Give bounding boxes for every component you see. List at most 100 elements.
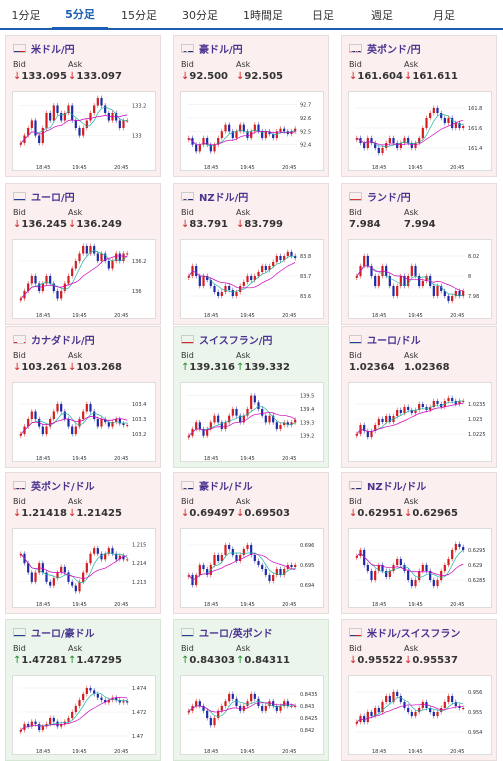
currency-pair-link[interactable]: ユーロ/英ポンド — [199, 625, 273, 640]
ask-value: ↓0.69503 — [236, 508, 290, 519]
x-tick-label: 20:45 — [282, 313, 296, 319]
candle-body — [356, 722, 358, 724]
candle-body — [425, 118, 427, 128]
x-tick-label: 19:45 — [72, 165, 86, 171]
y-tick-label: 8 — [468, 274, 471, 280]
candle-body — [235, 292, 237, 296]
tab-1[interactable]: 5分足 — [52, 0, 108, 30]
currency-pair-link[interactable]: 豪ドル/円 — [199, 41, 243, 56]
ask-value: ↑139.332 — [236, 362, 290, 373]
candle-body — [396, 410, 398, 416]
candle-body — [195, 145, 197, 152]
short-moving-average-line — [21, 693, 127, 730]
candle-body — [31, 276, 33, 284]
candle-body — [367, 712, 369, 722]
currency-pair-link[interactable]: NZドル/ドル — [367, 478, 426, 493]
currency-pair-link[interactable]: 英ポンド/ドル — [31, 478, 95, 493]
candle-body — [287, 252, 289, 256]
tab-4[interactable]: 1時間足 — [230, 0, 296, 30]
short-moving-average-line — [357, 266, 463, 296]
za-flag-icon — [349, 192, 362, 201]
candle-body — [363, 143, 365, 148]
candle-body — [451, 550, 453, 559]
ask-value: ↓133.097 — [68, 71, 122, 82]
currency-pair-link[interactable]: ランド/円 — [367, 189, 411, 204]
x-tick-label: 20:45 — [114, 602, 128, 608]
candle-body — [378, 276, 380, 286]
bid-label: Bid — [13, 208, 26, 217]
candle-body — [195, 266, 197, 276]
tab-6[interactable]: 週足 — [350, 0, 414, 30]
currency-pair-link[interactable]: 米ドル/円 — [31, 41, 75, 56]
tab-0[interactable]: 1分足 — [0, 0, 52, 30]
currency-pair-link[interactable]: スイスフラン/円 — [199, 332, 272, 347]
currency-pair-link[interactable]: 英ポンド/円 — [367, 41, 421, 56]
tab-5[interactable]: 日足 — [296, 0, 350, 30]
currency-pair-link[interactable]: ユーロ/円 — [31, 189, 75, 204]
currency-pair-link[interactable]: 米ドル/スイスフラン — [367, 625, 460, 640]
candle-body — [414, 266, 416, 276]
candle-body — [60, 113, 62, 121]
candle-body — [455, 123, 457, 128]
eu-flag-icon — [13, 628, 26, 637]
candle-body — [42, 563, 44, 572]
candle-body — [279, 569, 281, 575]
currency-pair-link[interactable]: NZドル/円 — [199, 189, 248, 204]
candle-body — [42, 284, 44, 292]
candle-body — [246, 545, 248, 549]
candle-body — [433, 108, 435, 113]
candle-body — [385, 696, 387, 702]
tab-7[interactable]: 月足 — [414, 0, 474, 30]
candle-body — [56, 573, 58, 579]
y-tick-label: 139.5 — [300, 394, 314, 400]
card-header: ユーロ/ドル — [349, 332, 421, 346]
candle-body — [418, 571, 420, 580]
candle-body — [411, 266, 413, 276]
candle-body — [403, 702, 405, 708]
candle-body — [272, 575, 274, 581]
tab-3[interactable]: 30分足 — [170, 0, 230, 30]
y-tick-label: 1.47 — [132, 734, 143, 740]
candle-body — [97, 98, 99, 106]
currency-pair-link[interactable]: ユーロ/ドル — [367, 332, 421, 347]
currency-pair-link[interactable]: カナダドル/円 — [31, 332, 95, 347]
currency-pair-link[interactable]: ユーロ/豪ドル — [31, 625, 95, 640]
candle-body — [108, 261, 110, 269]
tab-2[interactable]: 15分足 — [108, 0, 170, 30]
candle-body — [199, 276, 201, 286]
candle-body — [221, 131, 223, 138]
y-tick-label: 0.6285 — [468, 578, 486, 584]
bid-value: ↓133.095 — [13, 71, 67, 82]
currency-pair-link[interactable]: 豪ドル/ドル — [199, 478, 253, 493]
